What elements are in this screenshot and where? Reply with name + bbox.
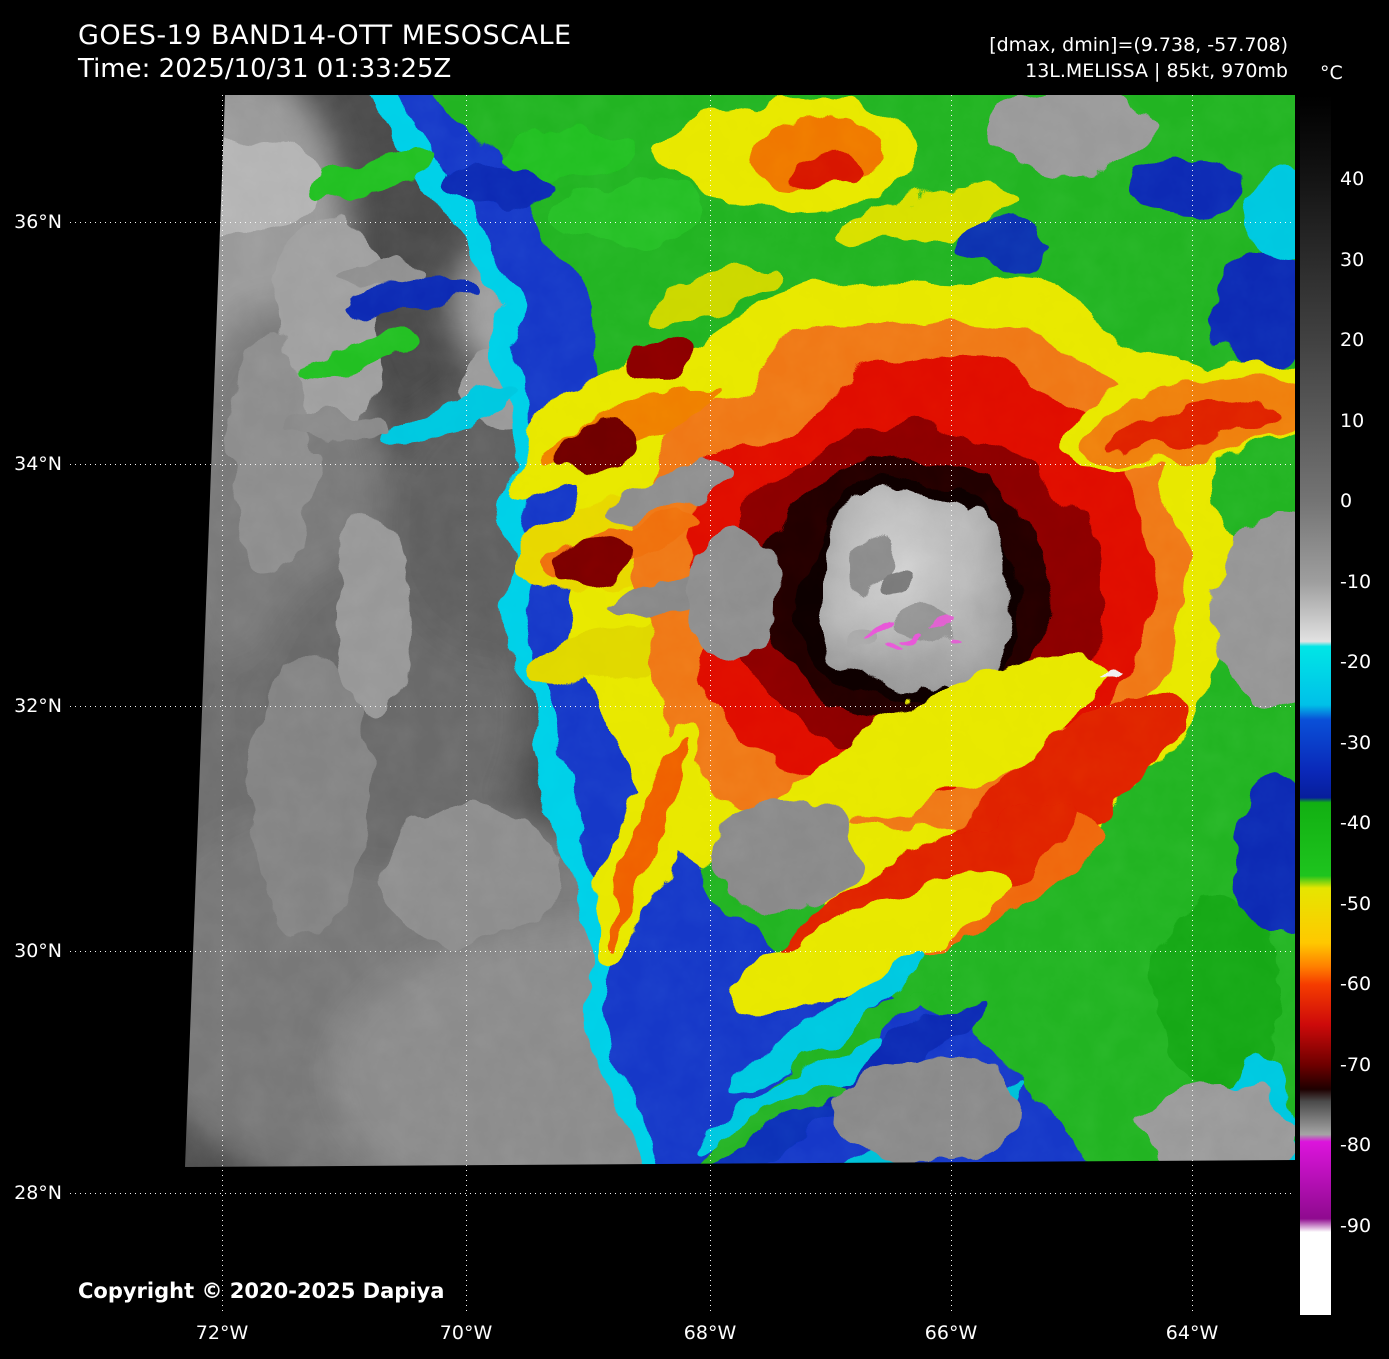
satellite-image <box>185 95 1295 1167</box>
colorbar-tick-label: -70 <box>1340 1053 1372 1076</box>
longitude-label: 70°W <box>439 1322 493 1344</box>
colorbar-tick-label: -40 <box>1340 812 1372 835</box>
colorbar-tick-label: -30 <box>1340 731 1372 754</box>
longitude-label: 66°W <box>924 1322 978 1344</box>
satellite-map: Copyright © 2020-2025 Dapiya <box>70 95 1295 1315</box>
colorbar-tick-label: -90 <box>1340 1214 1372 1237</box>
colorbar-tick-label: -50 <box>1340 892 1372 915</box>
colorbar <box>1300 95 1331 1315</box>
longitude-label: 64°W <box>1165 1322 1219 1344</box>
colorbar-tick-label: 40 <box>1340 168 1365 191</box>
longitude-gridline <box>222 95 223 1315</box>
longitude-gridline <box>710 95 711 1315</box>
latitude-gridline <box>70 951 1295 952</box>
colorbar-tick-label: -20 <box>1340 651 1372 674</box>
latitude-label: 36°N <box>14 211 62 233</box>
latitude-gridline <box>70 222 1295 223</box>
plot-title: GOES-19 BAND14-OTT MESOSCALE <box>78 20 572 51</box>
cloud-grain-overlay <box>185 95 1295 1167</box>
latitude-label: 32°N <box>14 695 62 717</box>
longitude-label: 72°W <box>195 1322 249 1344</box>
longitude-label: 68°W <box>683 1322 737 1344</box>
time-label: Time: 2025/10/31 01:33:25Z <box>78 54 452 84</box>
colorbar-tick-label: 10 <box>1340 409 1365 432</box>
longitude-gridline <box>951 95 952 1315</box>
dmax-dmin-label: [dmax, dmin]=(9.738, -57.708) <box>989 34 1288 56</box>
longitude-gridline <box>466 95 467 1315</box>
colorbar-tick-label: 20 <box>1340 329 1365 352</box>
longitude-gridline <box>1192 95 1193 1315</box>
colorbar-tick-label: 30 <box>1340 248 1365 271</box>
colorbar-tick-label: -60 <box>1340 973 1372 996</box>
latitude-label: 28°N <box>14 1182 62 1204</box>
colorbar-tick-label: -10 <box>1340 570 1372 593</box>
colorbar-unit-label: °C <box>1320 62 1343 84</box>
latitude-gridline <box>70 1193 1295 1194</box>
latitude-gridline <box>70 706 1295 707</box>
latitude-label: 34°N <box>14 453 62 475</box>
latitude-gridline <box>70 464 1295 465</box>
colorbar-tick-label: -80 <box>1340 1134 1372 1157</box>
copyright-label: Copyright © 2020-2025 Dapiya <box>78 1279 445 1303</box>
colorbar-tick-label: 0 <box>1340 490 1353 513</box>
storm-info-label: 13L.MELISSA | 85kt, 970mb <box>1025 60 1288 82</box>
latitude-label: 30°N <box>14 940 62 962</box>
